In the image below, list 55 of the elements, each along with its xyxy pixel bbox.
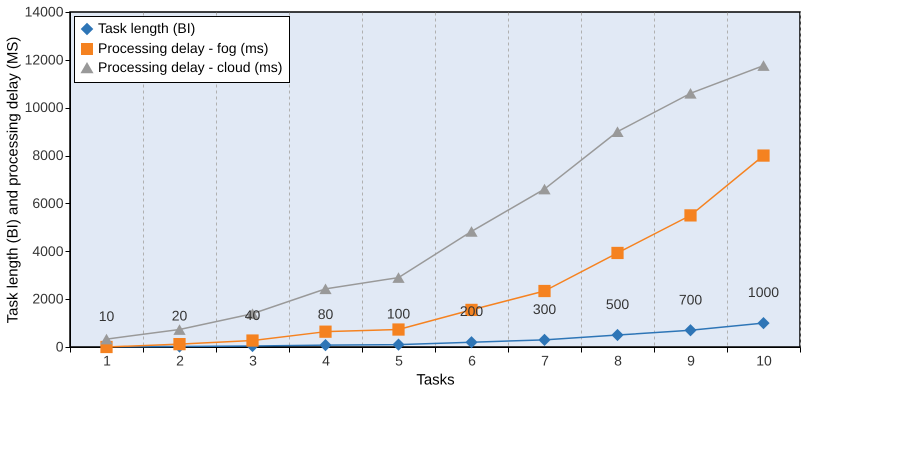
data-label: 80 — [318, 306, 334, 322]
x-tick-label: 3 — [249, 352, 258, 368]
y-tick-label: 14000 — [24, 4, 64, 20]
point — [757, 60, 770, 71]
x-tick-label: 7 — [541, 352, 550, 368]
legend-label: Task length (BI) — [98, 20, 196, 36]
point — [611, 328, 624, 342]
x-tick-label: 4 — [322, 352, 330, 368]
point — [173, 324, 186, 335]
point — [538, 184, 551, 194]
point — [319, 338, 332, 352]
x-tick-label: 9 — [687, 352, 696, 368]
point — [684, 88, 697, 99]
data-label: 1000 — [748, 284, 780, 300]
y-tick-label: 6000 — [32, 194, 64, 211]
x-tick-label: 5 — [395, 352, 404, 368]
point — [465, 226, 478, 237]
point — [611, 126, 624, 137]
data-label: 700 — [678, 291, 702, 308]
point — [684, 324, 697, 336]
y-tick-label: 8000 — [32, 147, 64, 164]
point — [246, 334, 259, 347]
y-tick-label: 12000 — [24, 51, 64, 68]
point — [757, 316, 770, 330]
x-tick-label: 1 — [103, 352, 112, 368]
y-tick-label: 4000 — [32, 242, 64, 259]
point — [319, 284, 332, 294]
x-tick-label: 10 — [756, 352, 772, 368]
y-axis-title: Task length (BI) and processing delay (MS) — [4, 36, 22, 324]
y-tick-label: 0 — [56, 338, 64, 354]
point — [392, 338, 405, 351]
point — [684, 209, 697, 222]
point — [392, 323, 405, 336]
y-tick-label: 10000 — [24, 99, 64, 116]
legend-label: Processing delay - cloud (ms) — [98, 59, 282, 75]
data-label: 300 — [532, 300, 556, 317]
point — [392, 272, 405, 283]
point — [465, 336, 478, 348]
point — [173, 338, 186, 350]
point — [319, 326, 332, 338]
data-label: 20 — [172, 308, 188, 324]
point — [611, 246, 624, 260]
point — [757, 149, 770, 162]
x-tick-label: 2 — [176, 352, 184, 368]
y-tick-label: 2000 — [32, 290, 64, 307]
point — [538, 284, 551, 298]
x-tick-label: 8 — [614, 352, 622, 368]
x-axis-title: Tasks — [416, 372, 455, 388]
data-label: 100 — [386, 306, 410, 322]
data-label: 500 — [606, 296, 630, 312]
x-tick-label: 6 — [468, 352, 476, 368]
point — [100, 334, 113, 344]
data-label: 10 — [98, 308, 114, 324]
legend-label: Processing delay - fog (ms) — [98, 40, 268, 56]
point — [538, 334, 551, 346]
